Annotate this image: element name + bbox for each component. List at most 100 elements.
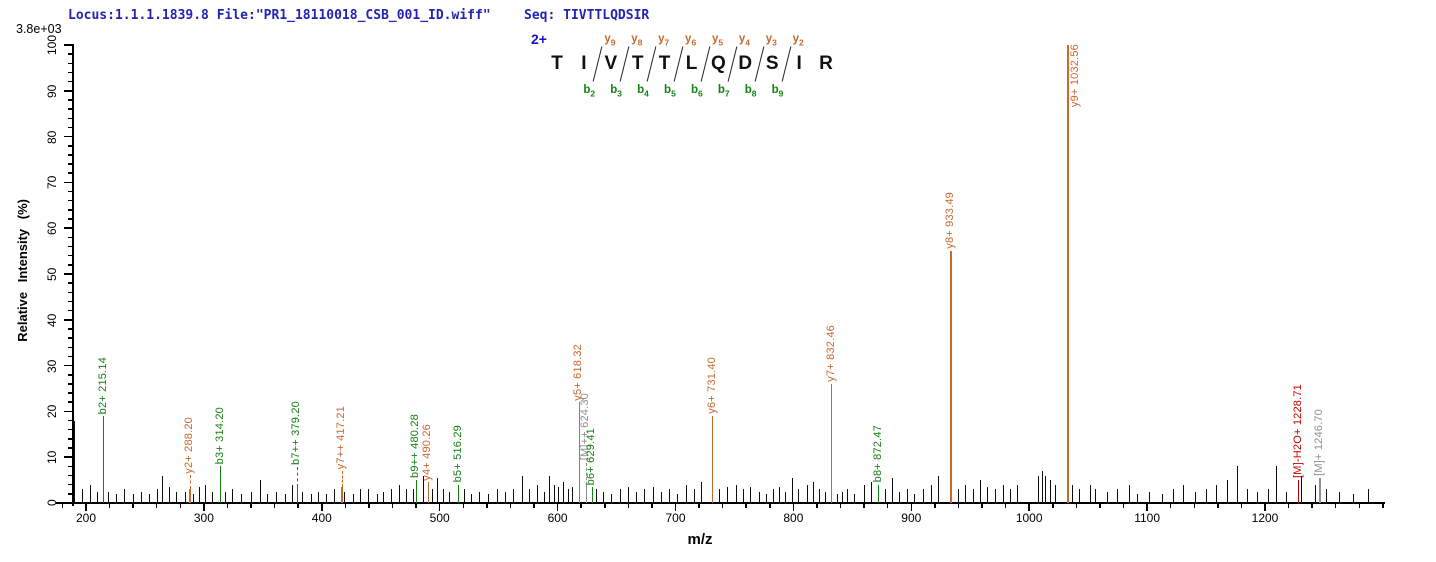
y-minor-tick [68, 438, 72, 440]
mass-peak [842, 491, 844, 503]
b-ion-label: b6 [690, 84, 703, 99]
y-minor-tick [68, 71, 72, 74]
y-tick-label: 80 [45, 129, 59, 144]
mass-peak [685, 484, 687, 503]
x-minor-tick [1052, 504, 1054, 508]
x-minor-tick [1358, 504, 1361, 508]
y-minor-tick [68, 419, 72, 422]
x-tick-label: 500 [429, 511, 450, 525]
peak-label-y7++: y7++ 417.21 [335, 405, 348, 469]
x-minor-tick [1099, 504, 1101, 508]
y-minor-tick [68, 465, 72, 468]
peak-label-y2+: y2+ 288.20 [182, 416, 195, 474]
y-ion-label: y4 [738, 33, 750, 48]
x-minor-tick [934, 504, 936, 508]
mass-peak [1368, 489, 1370, 503]
y-minor-tick [68, 309, 72, 312]
x-minor-tick [1217, 504, 1219, 508]
y-major-tick [64, 410, 72, 413]
x-minor-tick [1193, 504, 1195, 508]
x-major-tick [85, 504, 87, 511]
mass-peak [1041, 470, 1043, 503]
mass-peak [553, 484, 555, 503]
mass-peak [812, 482, 814, 503]
x-minor-tick [132, 504, 134, 508]
y-tick-label: 70 [45, 175, 59, 190]
y-ion-label: y2 [792, 33, 804, 48]
peak-label-leader [189, 475, 191, 490]
mass-peak [1054, 484, 1056, 503]
mass-peak [772, 489, 774, 503]
x-tick-label: 1100 [1134, 511, 1160, 525]
mass-peak [73, 420, 75, 503]
y-major-tick [64, 90, 72, 92]
mass-peak [1117, 489, 1119, 503]
mass-peak [310, 493, 312, 503]
peak-label-b2+: b2+ 215.14 [96, 356, 109, 414]
annotated-peak-y6+ [711, 415, 714, 503]
mass-peak [284, 493, 286, 503]
mass-peak [432, 489, 434, 503]
mass-peak [700, 482, 702, 503]
y-ion-label: y8 [631, 33, 643, 48]
y-major-tick [64, 502, 72, 504]
y-minor-tick [68, 163, 72, 165]
x-major-tick [1146, 504, 1148, 511]
y-ion-label: y3 [765, 33, 777, 48]
y-minor-tick [68, 355, 72, 358]
x-minor-tick [486, 504, 488, 508]
x-minor-tick [368, 504, 370, 508]
mass-peak [162, 475, 164, 503]
mass-peak [360, 489, 362, 503]
x-minor-tick [108, 504, 111, 508]
mass-peak [854, 493, 856, 503]
mass-peak [930, 484, 932, 503]
x-minor-tick [509, 504, 512, 508]
y-ion-label: y9 [604, 33, 616, 48]
sequence-residue: T [631, 53, 644, 74]
y-minor-tick [68, 346, 72, 349]
mass-peak [627, 486, 629, 503]
mass-peak [326, 493, 328, 503]
mass-peak [413, 489, 415, 503]
x-minor-tick [863, 504, 865, 508]
x-axis-line [56, 502, 1385, 504]
mass-peak [736, 484, 738, 503]
mass-peak [1205, 489, 1207, 503]
mass-peak [487, 493, 489, 503]
mass-peak [1338, 491, 1340, 503]
mass-peak [726, 486, 728, 503]
x-minor-tick [580, 504, 582, 508]
mass-peak [1128, 484, 1130, 503]
x-tick-label: 1200 [1251, 511, 1279, 525]
x-minor-tick [957, 504, 960, 508]
mass-peak [1257, 491, 1259, 503]
mass-peak [907, 489, 909, 503]
x-major-tick [556, 504, 559, 511]
mass-peak [479, 491, 481, 503]
mass-peak [558, 486, 560, 503]
mass-peak [140, 491, 142, 503]
mass-peak [765, 493, 767, 503]
mass-peak [847, 489, 849, 503]
y-minor-tick [68, 328, 72, 330]
mass-peak [1161, 493, 1163, 503]
mass-peak [797, 489, 799, 503]
y-minor-tick [68, 254, 72, 257]
y-minor-tick [68, 126, 72, 129]
mass-peak [1009, 489, 1011, 503]
peak-label-b5+: b5+ 516.29 [451, 425, 464, 483]
mass-peak [660, 491, 662, 503]
mass-peak [267, 493, 269, 503]
mass-peak [353, 493, 355, 503]
y-axis-line [72, 44, 74, 506]
mass-peak [1172, 489, 1174, 503]
mass-peak [1285, 491, 1287, 503]
mass-peak [157, 489, 159, 503]
mass-peak [250, 491, 252, 503]
mass-peak [548, 475, 550, 503]
mass-peak [406, 489, 408, 503]
x-tick-label: 700 [665, 511, 686, 525]
x-major-tick [1028, 504, 1030, 511]
